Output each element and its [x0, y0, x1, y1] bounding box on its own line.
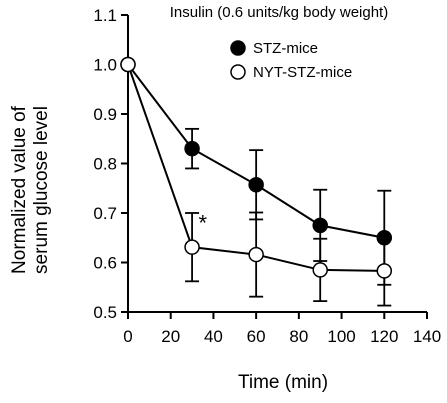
- legend-label: STZ-mice: [253, 40, 318, 57]
- legend-item-2: NYT-STZ-mice: [230, 64, 352, 81]
- y-tick-label: 1.1: [93, 6, 117, 25]
- data-point: [120, 56, 136, 73]
- data-point: [248, 246, 264, 263]
- legend-marker: [230, 64, 246, 80]
- x-tick-label: 140: [413, 327, 441, 346]
- data-point: [184, 140, 200, 157]
- legend-item-1: STZ-mice: [230, 40, 318, 57]
- data-point: [184, 239, 200, 255]
- series-layer: [120, 56, 393, 307]
- data-point: [312, 262, 328, 278]
- y-axis-title-line-1: Normalized value of: [9, 105, 30, 274]
- chart-title: Insulin (0.6 units/kg body weight): [170, 4, 388, 21]
- x-tick-label: 60: [247, 327, 266, 346]
- y-tick-label: 0.5: [93, 303, 117, 322]
- x-tick-label: 100: [327, 327, 355, 346]
- legend: STZ-mice NYT-STZ-mice: [230, 40, 352, 81]
- y-tick-label: 0.7: [93, 204, 117, 223]
- legend-label: NYT-STZ-mice: [253, 64, 352, 81]
- x-tick-label: 0: [123, 327, 132, 346]
- y-axis-title-line-2: serum glucose level: [31, 106, 52, 274]
- labels: Insulin (0.6 units/kg body weight) Time …: [9, 4, 388, 393]
- y-tick-label: 1.0: [93, 56, 117, 75]
- data-point: [312, 217, 328, 234]
- x-tick-label: 40: [204, 327, 223, 346]
- annotations: *: [198, 210, 207, 235]
- y-tick-label: 0.8: [93, 155, 117, 174]
- series-2: [120, 56, 393, 307]
- x-tick-label: 20: [161, 327, 180, 346]
- legend-marker: [230, 40, 246, 56]
- y-tick-label: 0.6: [93, 254, 117, 273]
- x-tick-label: 80: [289, 327, 308, 346]
- significance-annotation: *: [198, 210, 207, 235]
- x-axis-title: Time (min): [238, 372, 328, 393]
- data-point: [376, 263, 393, 279]
- data-point: [248, 177, 264, 193]
- y-tick-label: 0.9: [93, 105, 117, 124]
- x-tick-label: 120: [370, 327, 398, 346]
- axes: 0.5 0.6 0.7 0.8 0.9 1.0 1.1 0 20 40 60 80 100 120 140: [93, 6, 441, 346]
